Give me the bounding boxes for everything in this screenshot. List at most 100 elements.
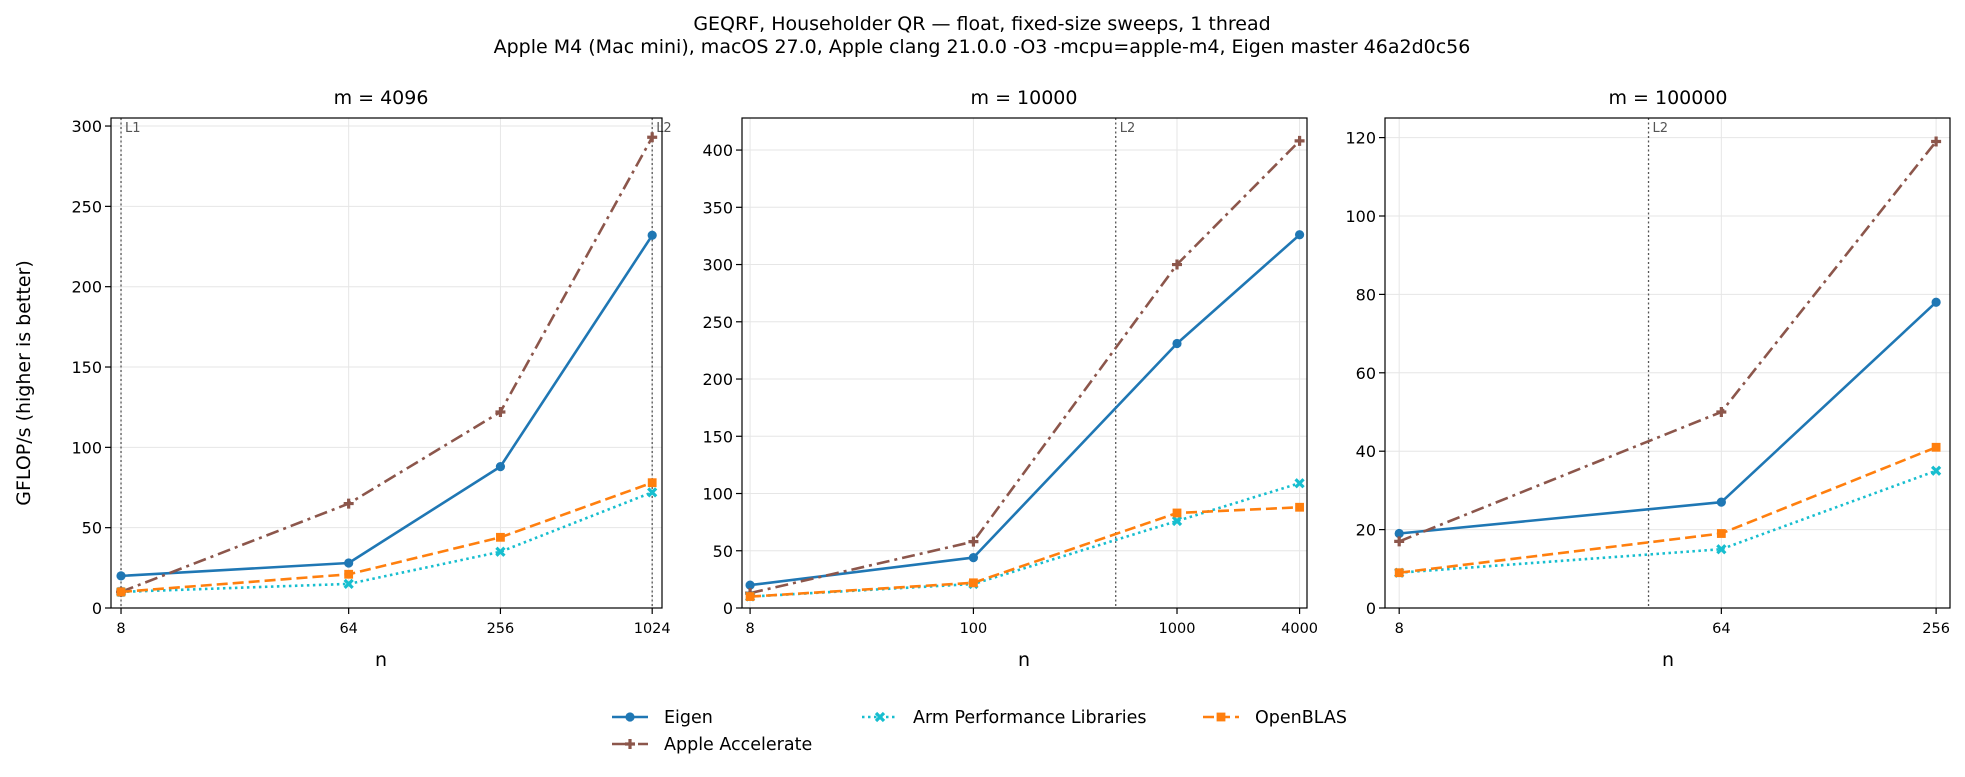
data-point: [647, 487, 658, 498]
y-tick-label: 400: [702, 141, 733, 160]
axes-frame: [110, 117, 663, 609]
y-tick-label: 150: [71, 358, 102, 377]
series-apple-accelerate: [745, 135, 1305, 599]
series-line: [750, 506, 1300, 598]
plot-area: L1 L2 0 50 100 150 200 250 300 8 64 256 1024: [71, 117, 671, 637]
legend-item-openblas: OpenBLAS: [1203, 708, 1347, 728]
y-tick-label: 250: [702, 313, 733, 332]
y-tick-label: 350: [702, 198, 733, 217]
x-tick-label: 100: [960, 621, 988, 637]
axes-frame: [1384, 117, 1951, 609]
y-tick-label: 0: [1366, 599, 1376, 618]
x-tick-label: 8: [745, 621, 754, 637]
legend: Eigen Apple Accelerate Arm Performance L…: [612, 708, 1347, 755]
data-point: [1172, 259, 1183, 270]
data-point: [1716, 529, 1726, 538]
y-tick-label: 80: [1356, 285, 1376, 304]
x-tick-label: 1000: [1159, 621, 1196, 637]
y-tick-label: 200: [702, 370, 733, 389]
x-tick-label: 64: [1712, 621, 1730, 637]
data-point: [969, 578, 978, 588]
cache-label-l2: L2: [1120, 121, 1136, 136]
data-point: [495, 546, 506, 557]
series-arm-performance-libraries: [1394, 465, 1942, 578]
y-tick-label: 150: [702, 427, 733, 446]
y-tick-label: 40: [1356, 442, 1376, 461]
x-tick-label: 64: [339, 621, 357, 637]
x-tick-label: 4000: [1281, 621, 1318, 637]
panel-m-4096: m = 4096 L1 L2 0 50 100 150 200 250 300 8 64 256 102…: [13, 87, 672, 671]
legend-item-arm-performance-libraries: Arm Performance Libraries: [862, 708, 1147, 728]
cache-label-l2: L2: [1653, 121, 1669, 136]
data-point: [1171, 515, 1183, 527]
legend-swatch-marker: [874, 711, 886, 723]
data-point: [1716, 497, 1726, 507]
data-point: [1294, 478, 1305, 489]
data-point: [1294, 230, 1305, 240]
figure-title-line2: Apple M4 (Mac mini), macOS 27.0, Apple c…: [494, 36, 1471, 58]
data-point: [647, 478, 657, 488]
y-tick-label: 250: [71, 197, 102, 216]
legend-label: OpenBLAS: [1255, 708, 1347, 728]
panel-title: m = 100000: [1608, 87, 1727, 109]
y-tick-label: 200: [71, 278, 102, 297]
figure-title-line1: GEQRF, Householder QR — float, fixed-siz…: [693, 13, 1270, 35]
series-line: [1399, 469, 1937, 574]
data-point: [745, 580, 755, 590]
legend-swatch-marker: [625, 712, 635, 722]
x-tick-label: 8: [116, 621, 125, 637]
data-point: [968, 553, 979, 563]
data-point: [968, 536, 979, 547]
y-tick-label: 120: [1345, 129, 1376, 148]
series-line: [749, 139, 1301, 595]
plot-area: L2 0 50 100 150 200 250 300 350 400 8 100 1000 4000: [702, 117, 1318, 637]
y-tick-label: 60: [1356, 364, 1376, 383]
data-point: [1172, 508, 1182, 518]
series-line: [120, 481, 653, 594]
legend-swatch: [612, 712, 648, 722]
series-line: [120, 491, 653, 594]
x-tick-label: 8: [1395, 621, 1404, 637]
legend-item-eigen: Eigen: [612, 708, 713, 728]
series-eigen: [116, 230, 657, 581]
data-point: [1716, 544, 1727, 555]
panel-title: m = 4096: [334, 87, 429, 109]
x-axis-label: n: [1662, 649, 1674, 671]
y-tick-label: 0: [92, 599, 102, 618]
panel-m-10000: m = 10000 L2 0 50 100 150 200 250 300 350 400 8 100…: [702, 87, 1318, 671]
data-point: [647, 132, 658, 143]
axes-frame: [741, 117, 1308, 609]
series-line: [1398, 140, 1938, 543]
data-point: [344, 569, 354, 579]
data-point: [1930, 465, 1942, 476]
y-tick-label: 100: [702, 485, 733, 504]
legend-swatch: [1203, 712, 1239, 722]
y-tick-label: 50: [82, 519, 102, 538]
legend-swatch: [612, 739, 648, 749]
series-line: [749, 233, 1301, 587]
y-tick-label: 100: [71, 438, 102, 457]
series-arm-performance-libraries: [115, 487, 658, 598]
y-tick-label: 100: [1345, 207, 1376, 226]
x-tick-label: 1024: [634, 621, 671, 637]
data-point: [1295, 502, 1304, 512]
y-axis-label: GFLOP/s (higher is better): [13, 260, 35, 505]
data-point: [1716, 407, 1727, 417]
data-point: [647, 230, 657, 240]
series-line: [120, 234, 654, 578]
data-point: [343, 578, 354, 590]
series-line: [120, 136, 654, 594]
legend-swatch-marker: [1216, 712, 1226, 722]
series-eigen: [745, 230, 1305, 590]
series-arm-performance-libraries: [744, 478, 1305, 602]
cache-label-l2: L2: [656, 121, 672, 136]
series-openblas: [1394, 442, 1941, 578]
data-point: [495, 407, 506, 417]
plot-area: L2 0 20 40 60 80 100 120 8 64 256: [1345, 117, 1951, 637]
x-axis-label: n: [1018, 649, 1030, 671]
series-line: [1399, 301, 1937, 535]
x-tick-label: 256: [1922, 621, 1950, 637]
data-point: [1394, 568, 1404, 578]
legend-item-apple-accelerate: Apple Accelerate: [612, 735, 812, 755]
